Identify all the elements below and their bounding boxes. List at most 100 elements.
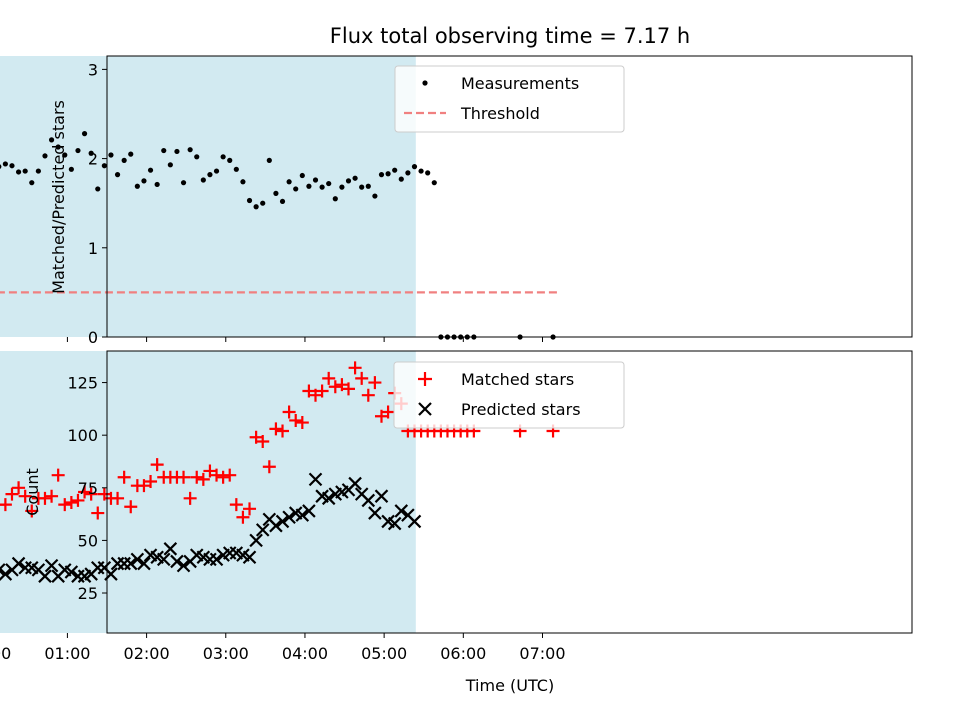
predicted-star-point bbox=[123, 556, 138, 571]
y-tick-label: 2 bbox=[88, 150, 98, 169]
measurement-point bbox=[29, 180, 35, 186]
predicted-star-point bbox=[242, 550, 257, 565]
legend-marker-measurements bbox=[422, 80, 428, 86]
matched-star-point bbox=[256, 434, 270, 448]
matched-star-point bbox=[269, 422, 283, 436]
measurement-point bbox=[306, 183, 312, 189]
matched-star-point bbox=[58, 498, 72, 512]
measurement-point bbox=[339, 184, 345, 190]
measurement-point bbox=[134, 183, 140, 189]
measurement-point bbox=[9, 163, 15, 169]
matched-star-point bbox=[262, 460, 276, 474]
measurement-point bbox=[42, 153, 48, 159]
matched-star-point bbox=[71, 493, 85, 507]
matched-star-point bbox=[309, 388, 323, 402]
measurement-point bbox=[233, 166, 239, 172]
matched-star-point bbox=[216, 470, 230, 484]
matched-star-point bbox=[276, 424, 290, 438]
measurement-point bbox=[2, 161, 8, 167]
measurement-point bbox=[418, 168, 424, 174]
measurement-point bbox=[48, 137, 55, 143]
measurement-point bbox=[246, 197, 253, 204]
y-tick-label: 125 bbox=[67, 374, 98, 393]
legend-label-measurements: Measurements bbox=[461, 74, 579, 93]
legend-marker-matched bbox=[418, 372, 432, 386]
predicted-star-point bbox=[348, 476, 362, 491]
observing-window-shade bbox=[0, 56, 416, 337]
count-panel: 25507510012522:0023:0000:0001:0002:0003:… bbox=[0, 350, 913, 695]
predicted-star-point bbox=[38, 569, 52, 583]
matched-star-point bbox=[5, 487, 19, 501]
predicted-star-point bbox=[163, 542, 178, 556]
matched-star-point bbox=[0, 498, 12, 512]
measurement-point bbox=[147, 167, 154, 173]
predicted-star-point bbox=[130, 552, 145, 567]
predicted-star-point bbox=[64, 565, 79, 579]
predicted-star-point bbox=[368, 506, 382, 520]
measurement-point bbox=[372, 193, 378, 199]
predicted-star-point bbox=[394, 504, 409, 518]
predicted-star-point bbox=[170, 554, 184, 569]
predicted-star-point bbox=[387, 516, 402, 531]
measurement-point bbox=[213, 168, 220, 174]
matched-star-point bbox=[355, 371, 369, 385]
measurement-point bbox=[359, 184, 365, 190]
matched-star-point bbox=[45, 489, 59, 503]
x-tick-label: 06:00 bbox=[440, 644, 486, 663]
x-tick-label: 01:00 bbox=[44, 644, 90, 663]
predicted-star-point bbox=[0, 567, 13, 581]
predicted-star-point bbox=[302, 504, 316, 518]
x-axis-label: Time (UTC) bbox=[465, 676, 554, 695]
plot-frame bbox=[106, 350, 913, 634]
matched-star-point bbox=[64, 496, 78, 510]
matched-star-point bbox=[203, 464, 217, 478]
y-tick-label: 25 bbox=[78, 584, 98, 603]
measurement-point bbox=[299, 172, 305, 179]
measurement-point bbox=[22, 168, 28, 174]
predicted-star-point bbox=[255, 523, 270, 537]
predicted-star-point bbox=[407, 514, 422, 529]
y-tick-label: 75 bbox=[78, 479, 98, 498]
measurement-point bbox=[88, 150, 94, 156]
measurement-point bbox=[352, 175, 358, 181]
matched-star-point bbox=[223, 468, 237, 482]
measurement-point bbox=[108, 152, 114, 158]
matched-star-point bbox=[150, 458, 164, 472]
measurement-point bbox=[425, 170, 431, 176]
measurement-point bbox=[68, 166, 74, 172]
matched-star-point bbox=[25, 504, 39, 518]
y-tick-label: 1 bbox=[88, 239, 98, 258]
plot-frame bbox=[106, 55, 913, 338]
matched-star-point bbox=[374, 409, 388, 423]
legend-label-predicted: Predicted stars bbox=[461, 400, 581, 419]
measurement-point bbox=[266, 157, 272, 163]
matched-star-point bbox=[229, 498, 243, 512]
matched-star-point bbox=[12, 481, 26, 495]
matched-star-point bbox=[183, 491, 197, 505]
measurement-point bbox=[121, 157, 127, 163]
measurement-point bbox=[411, 164, 418, 170]
matched-star-point bbox=[196, 472, 210, 486]
predicted-star-point bbox=[275, 514, 290, 529]
matched-star-point bbox=[236, 510, 250, 524]
matched-star-point bbox=[190, 470, 204, 484]
matched-star-point bbox=[342, 382, 355, 396]
measurement-point bbox=[75, 147, 81, 154]
measurement-point bbox=[385, 171, 391, 177]
matched-star-point bbox=[18, 489, 32, 503]
legend-label-threshold: Threshold bbox=[460, 104, 540, 123]
matched-star-point bbox=[348, 361, 362, 375]
x-tick-label: 04:00 bbox=[282, 644, 328, 663]
matched-star-point bbox=[282, 405, 296, 419]
measurement-point bbox=[180, 180, 187, 186]
predicted-star-point bbox=[44, 558, 59, 573]
legend: Matched stars Predicted stars bbox=[393, 361, 625, 429]
matched-star-point bbox=[368, 376, 382, 390]
matched-star-point bbox=[137, 479, 151, 493]
matched-star-point bbox=[243, 502, 257, 516]
predicted-star-point bbox=[282, 510, 296, 525]
matched-star-point bbox=[124, 500, 138, 514]
measurement-point bbox=[312, 177, 319, 183]
measurement-point bbox=[114, 172, 121, 178]
